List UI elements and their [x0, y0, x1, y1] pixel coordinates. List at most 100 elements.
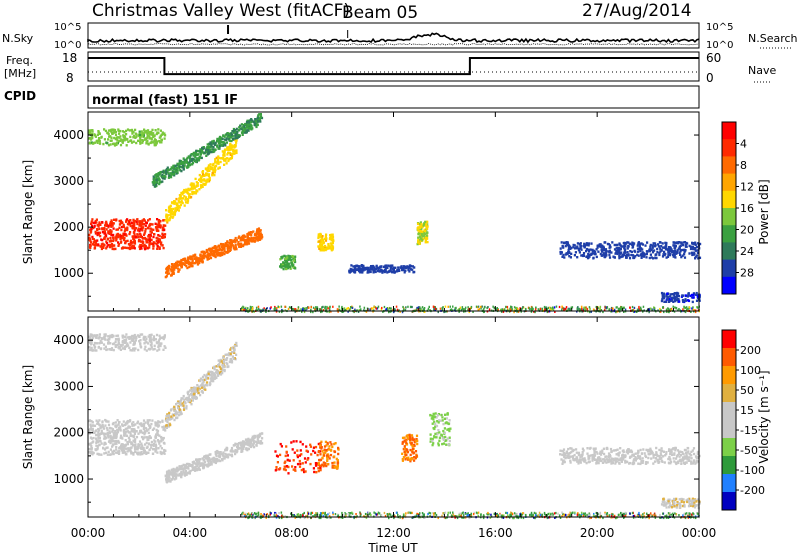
power-cbar-segment-4 [722, 190, 736, 209]
velocity-ground-scatter [241, 511, 700, 520]
xtick-label-1: 04:00 [173, 526, 208, 540]
velocity-feature-5 [317, 440, 340, 470]
power-cbar-segment-3 [722, 173, 736, 192]
freq-right-tick-bottom: 0 [706, 71, 714, 85]
power-cbar-label-1: 8 [740, 159, 747, 172]
velocity-heatmap [88, 333, 701, 520]
power-feature-7 [416, 220, 429, 246]
power-cbar-segment-6 [722, 225, 736, 243]
power-ytick-label-0: 1000 [53, 266, 84, 280]
power-cbar-label-4: 20 [740, 224, 754, 237]
velocity-feature-1 [88, 333, 167, 352]
power-cbar-segment-8 [722, 259, 736, 278]
xtick-label-0: 00:00 [71, 526, 106, 540]
velocity-cbar-label-7: -200 [740, 484, 765, 497]
time-axis: 00:00 04:00 08:00 12:00 16:00 20:00 00:00 [71, 112, 717, 540]
velocity-feature-7 [429, 412, 452, 447]
power-feature-5 [279, 254, 297, 271]
xtick-label-6: 00:00 [682, 526, 717, 540]
power-feature-0 [88, 218, 167, 251]
nsearch-trace [87, 42, 700, 46]
power-cbar-segment-9 [722, 276, 736, 295]
velocity-feature-6 [401, 433, 419, 463]
power-feature-6 [317, 232, 335, 252]
noise-right-tick-bottom: 10^0 [706, 40, 733, 51]
velocity-cbar-segment-0 [722, 330, 736, 349]
noise-right-tick-top: 10^5 [706, 22, 733, 33]
frequency-trace [88, 57, 699, 76]
velocity-y-label: Slant Range [km] [21, 365, 35, 469]
noise-left-tick-bottom: 10^0 [54, 40, 81, 51]
velocity-ytick-label-2: 3000 [53, 379, 84, 393]
x-axis-label: Time UT [367, 541, 418, 554]
velocity-cbar-label-6: -100 [740, 464, 765, 477]
power-colorbar: 4 8 12 16 20 24 28 [721, 121, 754, 295]
power-cbar-label-5: 24 [740, 245, 754, 258]
power-cbar-label-3: 16 [740, 202, 754, 215]
power-cbar-segment-1 [722, 139, 736, 157]
freq-left-tick-top: 18 [62, 51, 77, 65]
velocity-feature-8 [559, 446, 701, 466]
nsky-label: N.Sky [2, 32, 34, 45]
velocity-cbar-frame [721, 329, 737, 511]
xtick-label-2: 08:00 [274, 526, 309, 540]
velocity-cbar-label-4: -15 [740, 424, 758, 437]
date-label: 27/Aug/2014 [582, 1, 692, 21]
noise-traces [87, 25, 700, 46]
velocity-feature-9 [660, 497, 701, 510]
power-cbar-segment-5 [722, 208, 736, 226]
nsky-trace [87, 32, 700, 44]
power-cbar-label-6: 28 [740, 267, 754, 280]
cpid-label: CPID [4, 89, 36, 103]
velocity-cbar-segment-7 [722, 456, 736, 475]
velocity-cbar-label-2: 50 [740, 384, 754, 397]
cpid-value: normal (fast) 151 IF [92, 93, 238, 108]
power-ground-scatter [241, 305, 700, 314]
power-feature-2 [164, 227, 264, 279]
power-ytick-label-2: 3000 [53, 174, 84, 188]
power-feature-3 [164, 138, 238, 224]
velocity-cbar-segment-8 [722, 474, 736, 493]
velocity-colorbar: 200 100 50 15 -15 -50 -100 -200 [721, 329, 765, 511]
power-ytick-label-1: 2000 [53, 220, 84, 234]
freq-panel-frame [87, 51, 700, 82]
velocity-cbar-segment-4 [722, 402, 736, 421]
station-title: Christmas Valley West (fitACF) [92, 1, 350, 21]
velocity-ytick-label-1: 2000 [53, 426, 84, 440]
velocity-cbar-segment-6 [722, 438, 736, 457]
power-cbar-label-2: 12 [740, 181, 754, 194]
nave-label: Nave [748, 64, 776, 77]
power-feature-8 [348, 264, 416, 274]
velocity-feature-0 [88, 418, 167, 456]
velocity-cbar-label-1: 100 [740, 364, 761, 377]
cpid-frame [87, 85, 700, 109]
nsearch-label: N.Search [748, 32, 798, 45]
noise-left-tick-top: 10^5 [54, 22, 81, 33]
velocity-ytick-label-0: 1000 [53, 472, 84, 486]
freq-traces [88, 57, 699, 76]
velocity-cbar-label-3: 15 [740, 404, 754, 417]
power-cbar-segment-0 [722, 122, 736, 140]
power-y-axis: 1000 2000 3000 4000 [53, 111, 699, 297]
velocity-feature-4 [274, 440, 322, 475]
power-colorbar-label: Power [dB] [757, 179, 771, 244]
power-cbar-label-0: 4 [740, 138, 747, 151]
velocity-feature-3 [164, 341, 238, 429]
xtick-label-5: 20:00 [580, 526, 615, 540]
velocity-ytick-label-3: 4000 [53, 333, 84, 347]
freq-right-tick-top: 60 [706, 51, 721, 65]
xtick-label-4: 16:00 [478, 526, 513, 540]
freq-label-line1: Freq. [6, 54, 33, 67]
velocity-cbar-label-0: 200 [740, 344, 761, 357]
power-cbar-segment-7 [722, 242, 736, 261]
velocity-cbar-segment-9 [722, 492, 736, 511]
velocity-panel-frame [87, 316, 700, 518]
velocity-cbar-label-5: -50 [740, 444, 758, 457]
xtick-label-3: 12:00 [376, 526, 411, 540]
power-heatmap [88, 113, 702, 314]
power-y-label: Slant Range [km] [21, 160, 35, 264]
power-cbar-segment-2 [722, 156, 736, 175]
noise-panel-frame [87, 22, 700, 49]
velocity-colorbar-label: Velocity [m s⁻¹] [757, 370, 771, 463]
